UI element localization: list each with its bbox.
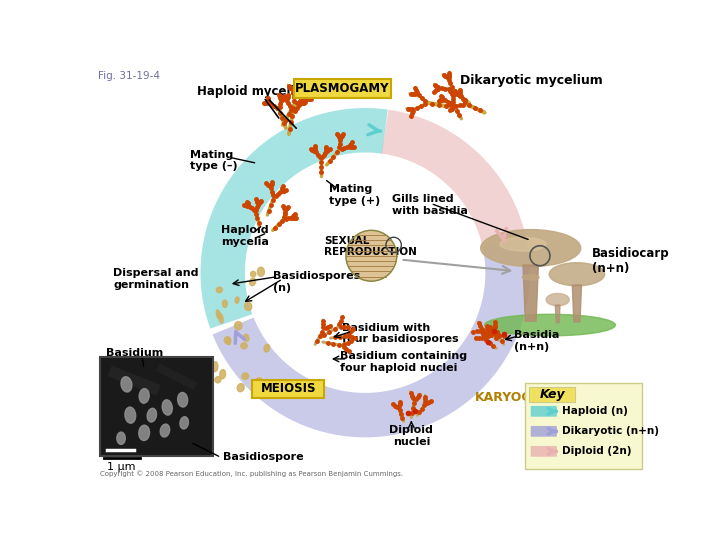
Ellipse shape [178,393,188,407]
Ellipse shape [147,408,156,422]
Ellipse shape [240,343,247,349]
Text: Haploid
mycelia: Haploid mycelia [221,225,269,247]
Circle shape [346,231,397,281]
Text: Basidium with
four basidiospores: Basidium with four basidiospores [342,323,459,345]
Ellipse shape [224,337,230,344]
Text: Dikaryotic (n+n): Dikaryotic (n+n) [562,426,660,436]
Text: MEIOSIS: MEIOSIS [261,382,316,395]
Text: Key: Key [539,388,565,401]
FancyBboxPatch shape [529,387,575,402]
FancyBboxPatch shape [99,357,213,456]
Polygon shape [555,305,560,323]
Ellipse shape [546,294,570,306]
Text: Diploid (2n): Diploid (2n) [562,447,631,456]
Ellipse shape [139,389,149,403]
Ellipse shape [139,425,150,441]
Text: Dispersal and
germination: Dispersal and germination [113,268,199,289]
Polygon shape [572,285,582,322]
Text: Basidiospore: Basidiospore [222,453,303,462]
Ellipse shape [256,378,263,386]
Ellipse shape [222,300,228,307]
Ellipse shape [481,230,581,267]
Ellipse shape [205,370,211,377]
Ellipse shape [235,297,239,303]
FancyBboxPatch shape [294,79,390,98]
Ellipse shape [522,275,539,280]
Ellipse shape [235,322,242,330]
Ellipse shape [219,313,223,323]
Ellipse shape [245,302,252,310]
Ellipse shape [121,377,132,392]
Ellipse shape [227,338,230,345]
Text: Dikaryotic mycelium: Dikaryotic mycelium [460,74,603,87]
FancyBboxPatch shape [531,446,557,457]
Polygon shape [523,265,539,321]
Ellipse shape [220,369,225,379]
Text: PLASMOGAMY: PLASMOGAMY [294,82,390,95]
Text: Basidiospores
(n): Basidiospores (n) [273,271,360,293]
Text: Basidium: Basidium [106,348,163,358]
Text: KARYOGAMY: KARYOGAMY [475,391,564,404]
Ellipse shape [250,278,256,286]
Ellipse shape [125,407,135,423]
Text: Basidia
(n+n): Basidia (n+n) [514,330,559,352]
Ellipse shape [216,287,222,293]
Ellipse shape [161,424,170,437]
Ellipse shape [216,310,220,319]
FancyBboxPatch shape [252,380,324,398]
FancyBboxPatch shape [531,406,557,417]
Ellipse shape [215,377,221,383]
Ellipse shape [242,373,248,380]
FancyBboxPatch shape [526,383,642,469]
FancyBboxPatch shape [531,426,557,437]
Ellipse shape [549,262,605,286]
Text: Gills lined
with basidia: Gills lined with basidia [392,194,468,216]
Ellipse shape [258,267,264,276]
Ellipse shape [243,334,249,341]
Text: SEXUAL
REPRODUCTION: SEXUAL REPRODUCTION [324,236,417,258]
Ellipse shape [162,400,172,415]
Ellipse shape [500,237,546,251]
Text: Mating
type (–): Mating type (–) [190,150,238,171]
Ellipse shape [212,362,218,372]
Text: Haploid mycelia: Haploid mycelia [197,85,302,98]
Ellipse shape [264,345,270,352]
Ellipse shape [180,417,189,429]
Text: 1 μm: 1 μm [107,462,135,472]
Text: Basidium containing
four haploid nuclei: Basidium containing four haploid nuclei [340,351,467,373]
Text: Mating
type (+): Mating type (+) [329,184,380,206]
Ellipse shape [485,314,616,336]
Text: Basidiocarp
(n+n): Basidiocarp (n+n) [593,247,670,275]
Text: Copyright © 2008 Pearson Education, Inc. publishing as Pearson Benjamin Cummings: Copyright © 2008 Pearson Education, Inc.… [99,470,402,477]
Text: Fig. 31-19-4: Fig. 31-19-4 [98,71,160,81]
Ellipse shape [237,383,244,392]
Text: Diploid
nuclei: Diploid nuclei [390,425,433,447]
Ellipse shape [117,432,125,444]
Text: Haploid (n): Haploid (n) [562,406,628,416]
Ellipse shape [251,272,256,277]
